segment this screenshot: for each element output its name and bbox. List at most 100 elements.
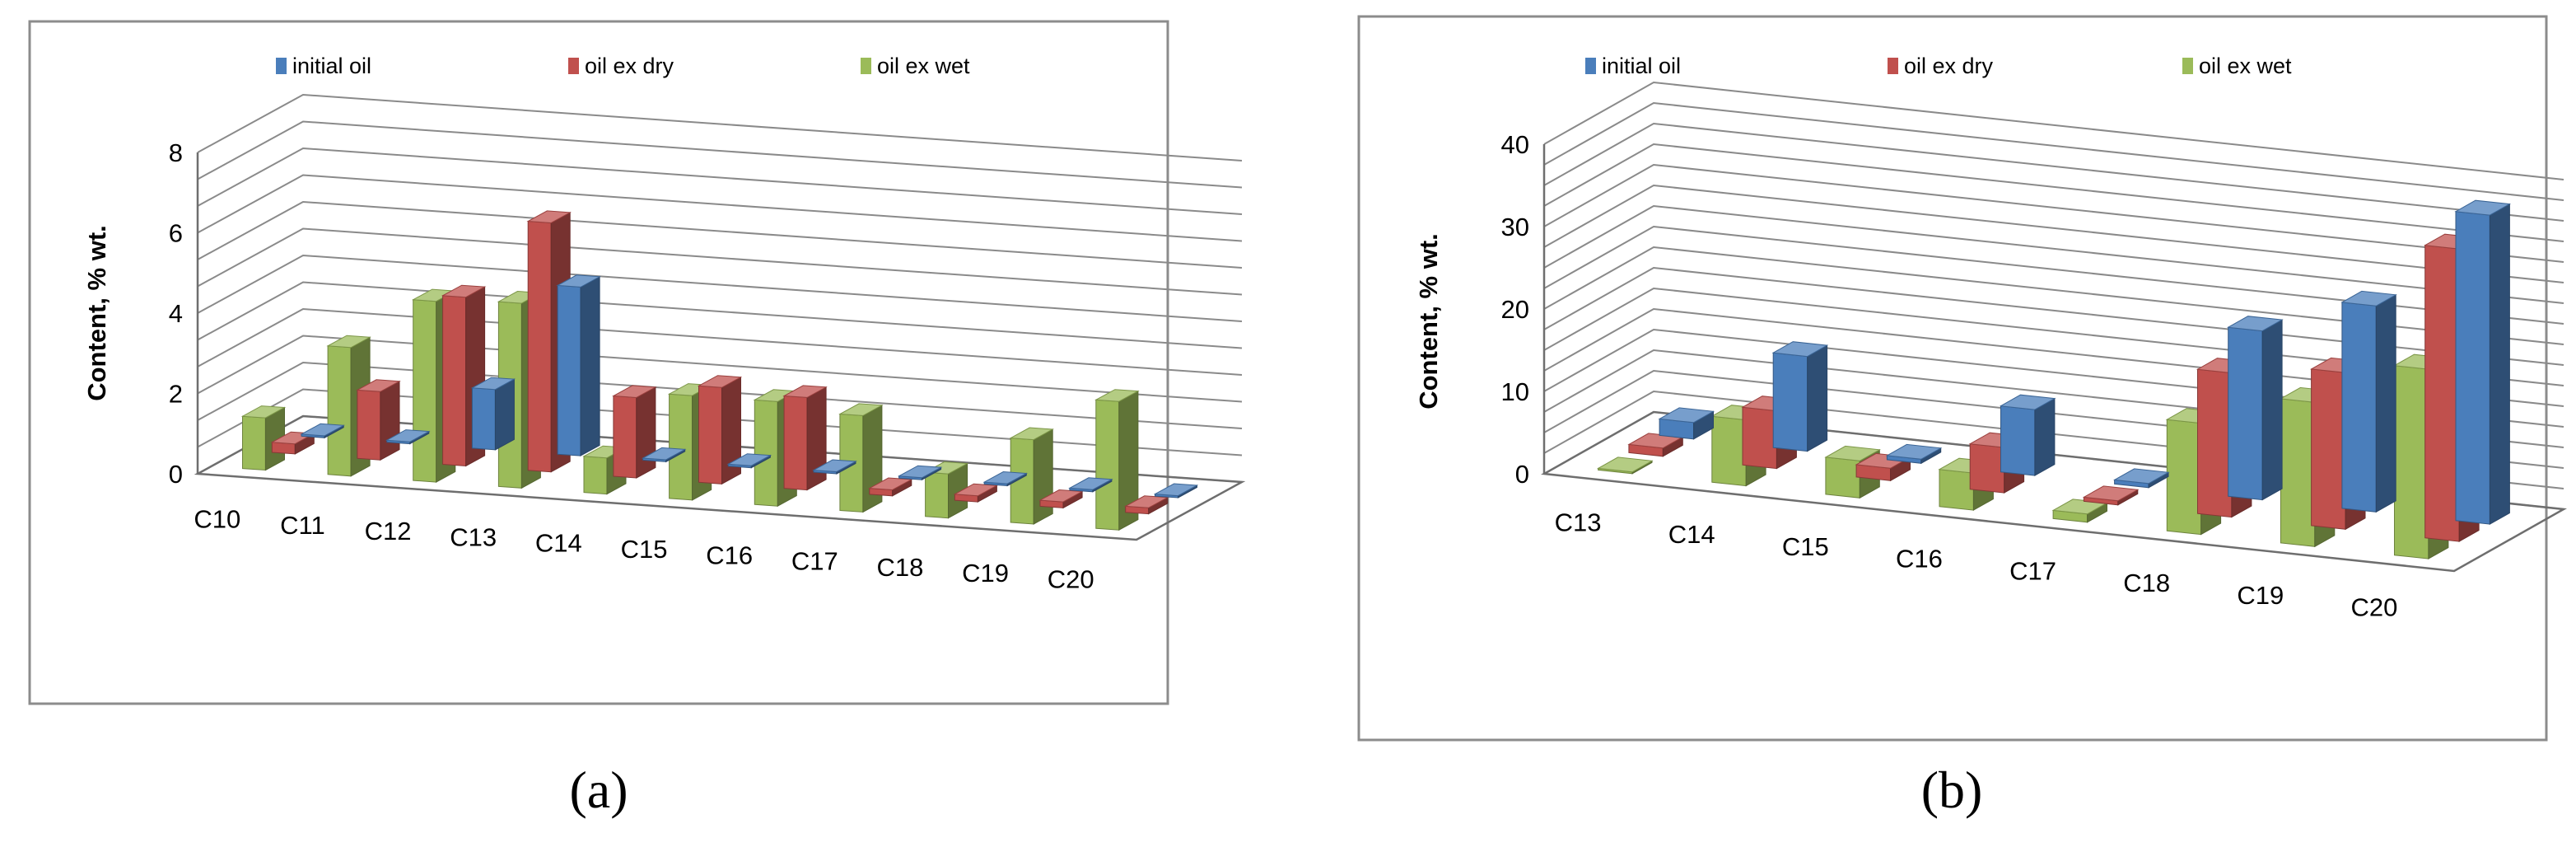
y-tick-label: 0 <box>169 460 183 489</box>
bar-oil-ex-dry-C20 <box>1123 495 1169 515</box>
bars <box>1596 199 2512 559</box>
y-axis-title: Content, % wt. <box>1414 233 1443 410</box>
bar-oil-ex-dry-C17 <box>868 477 913 497</box>
gridline <box>197 361 1243 429</box>
x-tick-label: C11 <box>280 511 325 540</box>
x-tick-label: C19 <box>2237 581 2284 610</box>
bar-initial-oil-C18 <box>982 470 1029 487</box>
x-tick-label: C16 <box>1896 545 1943 573</box>
bar-oil-ex-dry-C18 <box>953 483 999 503</box>
y-axis-title: Content, % wt. <box>82 225 111 401</box>
bar-initial-oil-C15 <box>1885 443 1943 465</box>
legend: initial oil oil ex dry oil ex wet <box>276 54 970 78</box>
bar-oil-ex-dry-C10 <box>270 431 316 455</box>
x-tick-label: C14 <box>535 529 582 558</box>
x-tick-label: C20 <box>1048 564 1094 593</box>
gridline <box>1543 81 2564 180</box>
panel-caption: (a) <box>569 761 628 819</box>
y-tick-label: 2 <box>169 380 183 409</box>
y-tick-label: 6 <box>169 219 183 248</box>
y-tick-label: 8 <box>169 138 183 167</box>
legend: initial oil oil ex dry oil ex wet <box>1585 54 2292 78</box>
x-tick-label: C17 <box>2009 556 2056 585</box>
y-tick-label: 10 <box>1501 377 1529 406</box>
legend-item: oil ex wet <box>861 54 970 78</box>
bar-oil-ex-wet-C17 <box>838 403 884 513</box>
x-tick-label: C13 <box>1555 508 1602 536</box>
bar-oil-ex-dry-C16 <box>1968 432 2026 494</box>
gridline <box>1543 246 2564 345</box>
bar-initial-oil-C19 <box>2340 290 2397 513</box>
x-tick-label: C15 <box>621 535 668 564</box>
y-tick-label: 30 <box>1501 213 1529 241</box>
x-tick-label: C14 <box>1668 520 1715 549</box>
y-tick-label: 4 <box>169 299 183 328</box>
x-tick-label: C10 <box>194 505 240 534</box>
bar-initial-oil-C19 <box>1068 477 1113 493</box>
gridline <box>1543 101 2564 201</box>
legend-item: oil ex dry <box>568 54 674 78</box>
legend-label: oil ex wet <box>877 54 970 78</box>
x-tick-label: C13 <box>450 522 497 551</box>
x-tick-label: C18 <box>2123 569 2170 597</box>
bar-oil-ex-wet-C19 <box>1009 427 1054 525</box>
bar-oil-ex-dry-C17 <box>2082 485 2140 506</box>
legend-swatch <box>1585 58 1596 74</box>
bar-oil-ex-dry-C14 <box>612 385 657 479</box>
x-tick-label: C12 <box>365 517 412 545</box>
gridline <box>197 93 1243 162</box>
legend-swatch <box>568 58 579 74</box>
bar-oil-ex-dry-C11 <box>356 379 401 461</box>
bar-initial-oil-C17 <box>897 465 943 481</box>
legend-item: initial oil <box>1585 54 1681 78</box>
chart-panel-a: 0 2 4 6 8 Content, % wt. C10 C11 C12 C13 C14 C15 C16… <box>28 20 1246 819</box>
gridline <box>197 335 1243 403</box>
x-tick-label: C20 <box>2351 593 2398 622</box>
legend-item: initial oil <box>276 54 371 78</box>
legend-label: oil ex wet <box>2199 54 2292 78</box>
legend-item: oil ex wet <box>2182 54 2292 78</box>
gridline <box>197 120 1243 189</box>
x-tick-label: C15 <box>1782 532 1829 561</box>
chart-panel-b: 0 10 20 30 40 Content, % wt. C13 C14 C15 C16 C17 C1… <box>1357 15 2568 819</box>
bar-oil-ex-wet-C10 <box>240 405 287 471</box>
gridline <box>197 254 1243 322</box>
bar-initial-oil-C17 <box>2112 468 2170 489</box>
gridline <box>197 200 1243 269</box>
bar-initial-oil-C16 <box>812 459 857 475</box>
bar-oil-ex-dry-C16 <box>782 385 828 491</box>
bars <box>240 210 1199 531</box>
bar-initial-oil-C14 <box>641 447 687 463</box>
gridline <box>1543 204 2564 304</box>
bar-initial-oil-C10 <box>300 423 345 439</box>
bar-initial-oil-C20 <box>1153 483 1199 499</box>
x-tick-label: C19 <box>962 559 1009 588</box>
gridline <box>197 388 1243 456</box>
bar-initial-oil-C13 <box>1658 407 1715 440</box>
legend-swatch <box>2182 58 2193 74</box>
bar-initial-oil-C13 <box>556 274 601 456</box>
x-tick-label: C17 <box>791 547 838 576</box>
bar-initial-oil-C15 <box>726 453 772 469</box>
bar-initial-oil-C14 <box>1771 341 1829 452</box>
bar-initial-oil-C20 <box>2454 199 2512 525</box>
gridline <box>1543 225 2564 325</box>
gridline <box>1543 122 2564 222</box>
y-tick-label: 0 <box>1515 460 1529 489</box>
bar-oil-ex-wet-C20 <box>1094 389 1140 531</box>
legend-label: initial oil <box>292 54 371 78</box>
legend-label: oil ex dry <box>585 54 674 78</box>
bar-initial-oil-C11 <box>385 429 431 445</box>
x-tick-label: C16 <box>706 541 753 569</box>
gridline <box>197 147 1243 215</box>
bar-oil-ex-dry-C19 <box>1038 489 1084 509</box>
bar-oil-ex-dry-C15 <box>697 375 743 485</box>
legend-swatch <box>861 58 871 74</box>
bar-initial-oil-C12 <box>470 377 516 451</box>
gridline <box>197 174 1243 242</box>
legend-label: oil ex dry <box>1904 54 1994 78</box>
gridline <box>197 281 1243 349</box>
chart-floor <box>1540 410 2568 573</box>
x-tick-label: C18 <box>876 553 923 582</box>
